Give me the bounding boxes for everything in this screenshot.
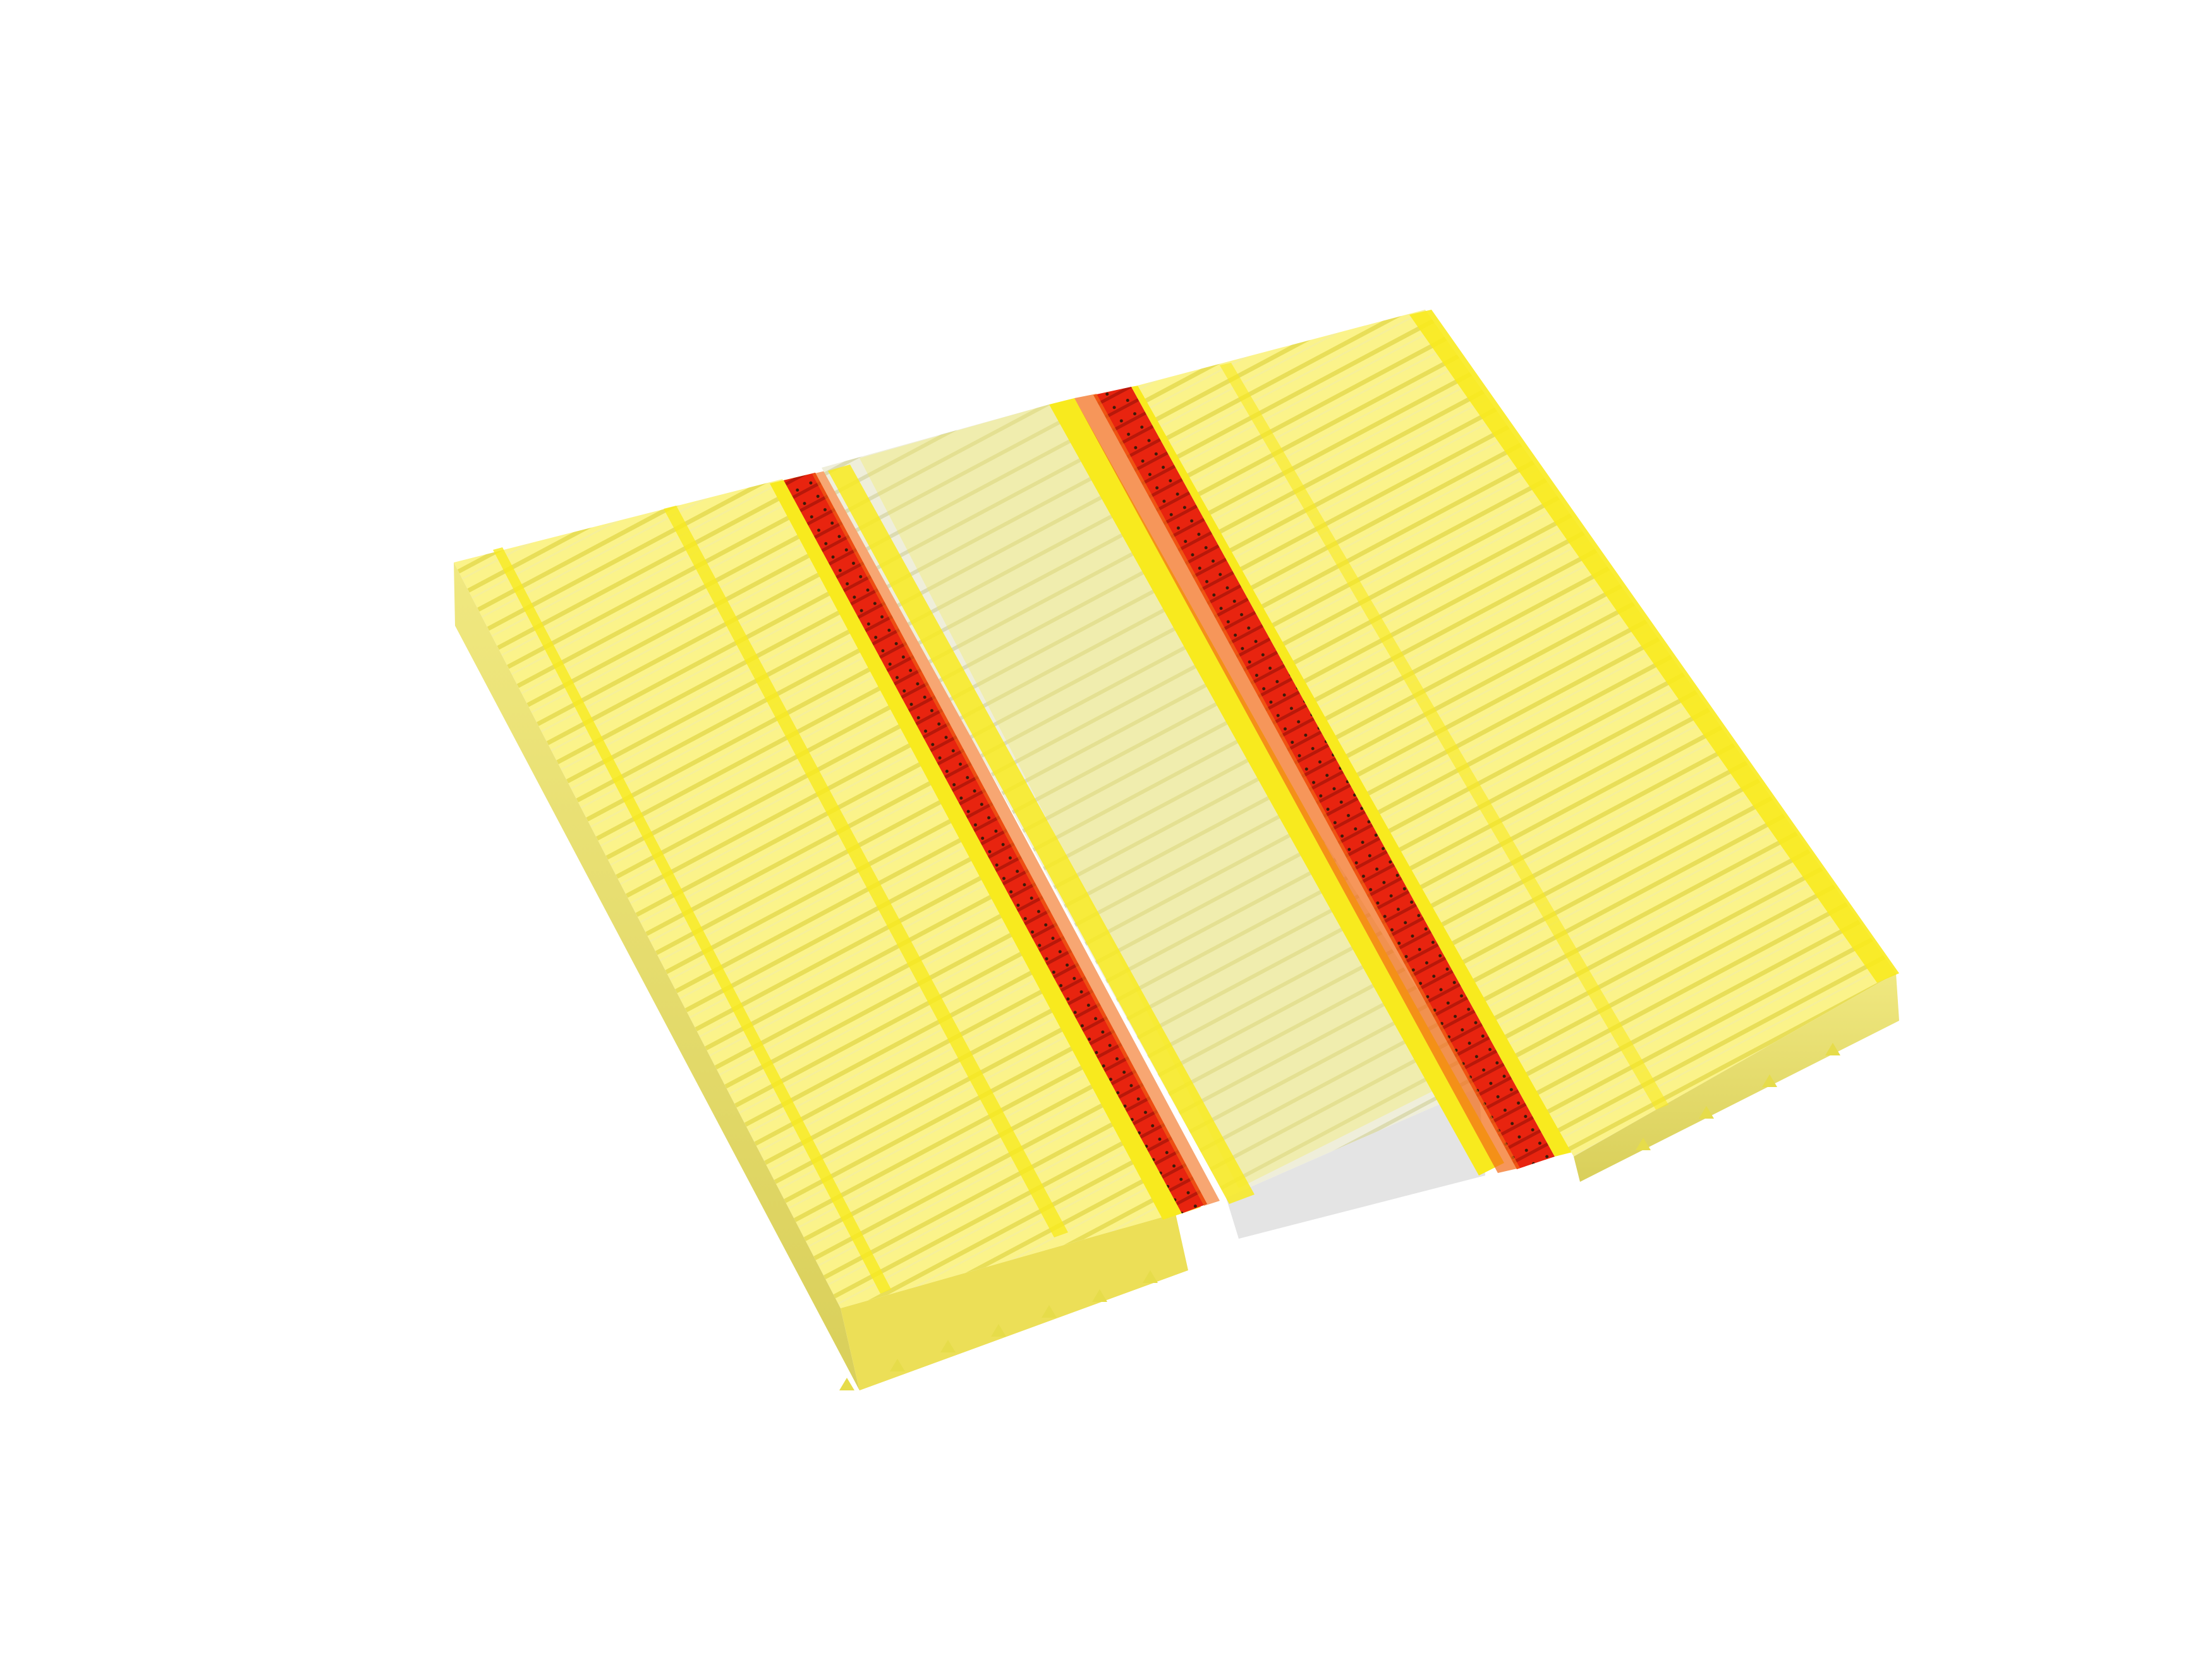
center-yellow-edge-left [828, 465, 1255, 1204]
center-domain-top [822, 404, 1479, 1198]
right-bright-stripe [1409, 310, 1899, 983]
bottom-arrow-tips [839, 1043, 1840, 1390]
right-bright-stripe-2 [1220, 363, 1668, 1110]
right-domain-top [1138, 310, 1896, 1157]
right-wall-red [1093, 387, 1555, 1169]
left-bright-stripe-2 [493, 547, 891, 1294]
center-domain-front-face [1226, 1087, 1485, 1239]
right-domain-side-face [1574, 973, 1899, 1182]
left-domain-bottom-edge [841, 1213, 1188, 1390]
right-wall-orange [1074, 394, 1520, 1173]
right-wall-yellow-left [1049, 398, 1504, 1176]
center-yellow-haze [860, 404, 1441, 1188]
left-bright-stripe [664, 506, 1068, 1237]
left-domain-front-face [454, 562, 860, 1390]
left-wall-orange [812, 470, 1220, 1206]
left-wall-red [784, 473, 1207, 1213]
